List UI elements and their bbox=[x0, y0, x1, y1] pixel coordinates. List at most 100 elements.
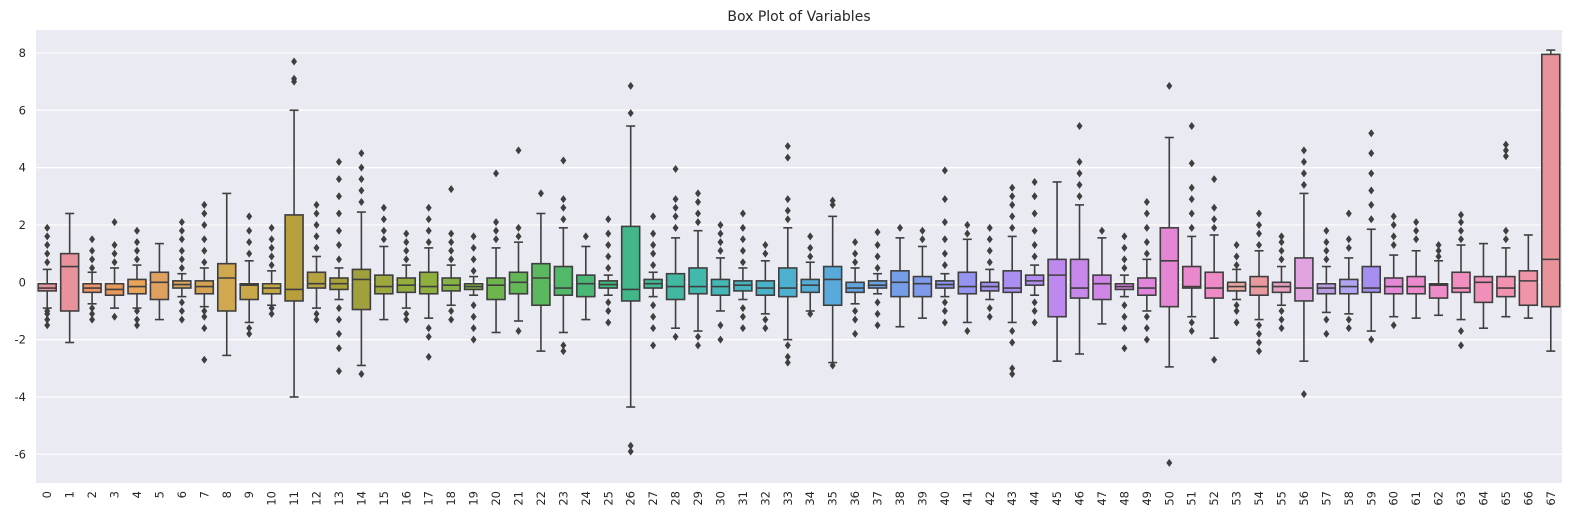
outlier-point bbox=[1233, 301, 1240, 310]
outlier-point bbox=[852, 258, 859, 267]
box-24 bbox=[576, 232, 596, 321]
outlier-point bbox=[515, 146, 522, 155]
box-body bbox=[1473, 275, 1494, 304]
box-38 bbox=[890, 223, 910, 328]
outlier-point bbox=[1368, 186, 1375, 195]
outlier-point bbox=[470, 312, 477, 321]
outlier-point bbox=[1233, 318, 1240, 327]
outlier-point bbox=[1256, 220, 1263, 229]
outlier-point bbox=[1390, 321, 1397, 330]
outlier-point bbox=[201, 246, 208, 255]
outlier-point bbox=[1098, 226, 1105, 235]
outlier-point bbox=[852, 329, 859, 338]
outlier-point bbox=[1188, 122, 1195, 131]
outlier-point bbox=[1143, 198, 1150, 207]
outlier-point bbox=[560, 203, 567, 212]
box-61 bbox=[1406, 218, 1426, 319]
outlier-point bbox=[178, 218, 185, 227]
outlier-point bbox=[1323, 226, 1330, 235]
outlier-point bbox=[335, 192, 342, 201]
x-tick-label: 62 bbox=[1432, 491, 1446, 506]
outlier-point bbox=[335, 241, 342, 250]
outlier-point bbox=[44, 249, 51, 258]
outlier-point bbox=[829, 361, 836, 370]
box-3 bbox=[104, 218, 125, 321]
outlier-point bbox=[941, 166, 948, 175]
outlier-point bbox=[1323, 329, 1330, 338]
outlier-point bbox=[1256, 347, 1263, 356]
outlier-point bbox=[1368, 169, 1375, 178]
outlier-point bbox=[268, 252, 275, 261]
outlier-point bbox=[739, 246, 746, 255]
outlier-point bbox=[1368, 200, 1375, 209]
outlier-point bbox=[784, 352, 791, 361]
outlier-point bbox=[335, 255, 342, 264]
outlier-point bbox=[650, 249, 657, 258]
outlier-point bbox=[986, 235, 993, 244]
outlier-point bbox=[986, 223, 993, 232]
outlier-point bbox=[313, 315, 320, 324]
x-tick-label: 4 bbox=[130, 491, 144, 498]
outlier-point bbox=[1390, 220, 1397, 229]
outlier-point bbox=[1300, 157, 1307, 166]
outlier-point bbox=[672, 195, 679, 204]
outlier-point bbox=[650, 261, 657, 270]
x-tick-label: 14 bbox=[354, 491, 368, 506]
outlier-point bbox=[695, 198, 702, 207]
outlier-point bbox=[1211, 355, 1218, 364]
outlier-point bbox=[941, 298, 948, 307]
box-31 bbox=[733, 209, 753, 333]
outlier-point bbox=[739, 324, 746, 333]
x-tick-label: 43 bbox=[1005, 491, 1019, 506]
x-tick-label: 5 bbox=[152, 491, 166, 498]
outlier-point bbox=[493, 226, 500, 235]
outlier-point bbox=[964, 327, 971, 336]
box-27 bbox=[643, 212, 663, 350]
outlier-point bbox=[493, 169, 500, 178]
outlier-point bbox=[739, 304, 746, 313]
box-32 bbox=[755, 241, 776, 333]
box-body bbox=[1092, 274, 1112, 301]
outlier-point bbox=[470, 335, 477, 344]
outlier-point bbox=[1121, 243, 1128, 252]
box-body bbox=[890, 270, 910, 298]
x-tick-label: 53 bbox=[1230, 491, 1244, 506]
outlier-point bbox=[717, 321, 724, 330]
outlier-point bbox=[1233, 241, 1240, 250]
outlier-point bbox=[941, 318, 948, 327]
outlier-point bbox=[560, 195, 567, 204]
outlier-point bbox=[448, 185, 455, 194]
x-tick-label: 47 bbox=[1095, 491, 1109, 506]
outlier-point bbox=[739, 258, 746, 267]
outlier-point bbox=[1009, 338, 1016, 347]
x-tick-label: 26 bbox=[624, 491, 638, 506]
outlier-point bbox=[650, 312, 657, 321]
box-body bbox=[284, 214, 304, 302]
outlier-point bbox=[964, 229, 971, 238]
outlier-point bbox=[1278, 324, 1285, 333]
outlier-point bbox=[515, 232, 522, 241]
outlier-point bbox=[1323, 315, 1330, 324]
outlier-point bbox=[470, 243, 477, 252]
y-axis-ticks: -6 -4 -2 0 2 4 6 8 bbox=[15, 46, 26, 461]
outlier-point bbox=[717, 229, 724, 238]
outlier-point bbox=[1345, 243, 1352, 252]
box-body bbox=[531, 262, 551, 307]
outlier-point bbox=[358, 163, 365, 172]
box-18 bbox=[441, 185, 461, 324]
outlier-point bbox=[89, 235, 96, 244]
outlier-point bbox=[605, 215, 612, 224]
box-29 bbox=[688, 189, 708, 350]
outlier-point bbox=[111, 312, 118, 321]
box-body bbox=[374, 274, 394, 295]
x-tick-label: 33 bbox=[781, 491, 795, 506]
x-tick-label: 21 bbox=[511, 491, 525, 506]
outlier-point bbox=[1211, 203, 1218, 212]
box-body bbox=[912, 275, 933, 298]
box-body bbox=[1204, 271, 1224, 299]
outlier-point bbox=[1188, 209, 1195, 218]
outlier-point bbox=[178, 263, 185, 272]
box-7 bbox=[194, 200, 215, 364]
outlier-point bbox=[717, 238, 724, 247]
